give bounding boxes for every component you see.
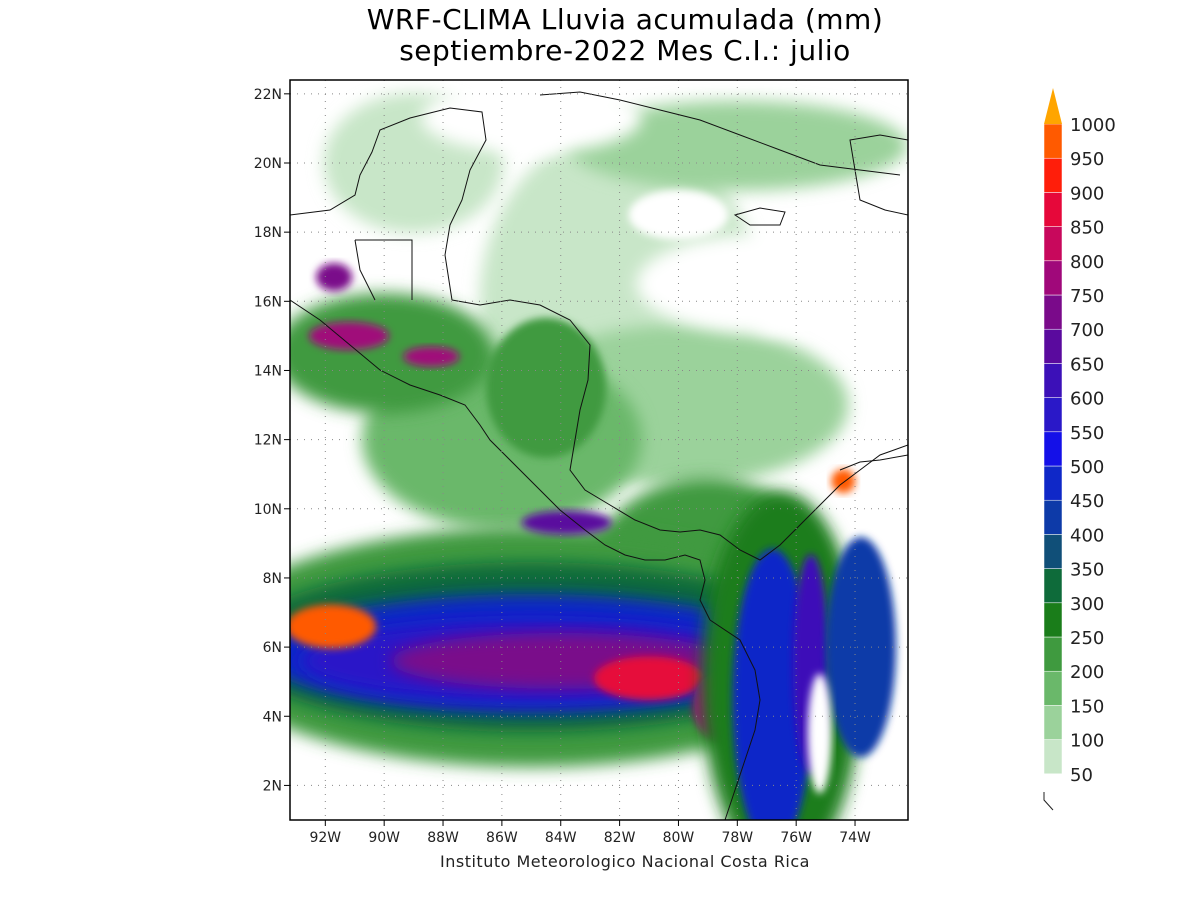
chart-title-line1: WRF-CLIMA Lluvia acumulada (mm) — [366, 3, 884, 36]
coastlines — [290, 91, 908, 820]
x-tick-label: 90W — [368, 830, 400, 846]
y-tick-label: 4N — [263, 709, 282, 725]
colorbar-box — [1043, 431, 1063, 467]
coastline-venezuela — [839, 454, 908, 471]
colorbar-label: 350 — [1070, 560, 1104, 581]
x-tick-label: 82W — [604, 830, 636, 846]
colorbar-label: 550 — [1070, 423, 1104, 444]
colorbar-extend-arrow — [1044, 88, 1062, 124]
plot-frame — [289, 79, 909, 821]
rain-blob — [594, 656, 704, 701]
colorbar-label: 250 — [1070, 628, 1104, 649]
colorbar-label: 500 — [1070, 457, 1104, 478]
border-mexico-guatemala — [354, 239, 413, 301]
y-tick-label: 10N — [254, 502, 282, 518]
colorbar-box — [1043, 499, 1063, 535]
colorbar-box — [1043, 636, 1063, 672]
colorbar-box — [1043, 568, 1063, 604]
colorbar-label: 100 — [1070, 731, 1104, 752]
rain-blob — [308, 321, 389, 350]
rain-blob — [807, 673, 832, 794]
colorbar-box — [1043, 705, 1063, 740]
colorbar-box — [1043, 670, 1063, 706]
colorbar-box — [1043, 157, 1063, 193]
graticule — [290, 80, 908, 820]
colorbar-label: 400 — [1070, 525, 1104, 546]
coastline-colombia-pacific — [709, 619, 761, 820]
x-axis-ticks: 92W 90W 88W 86W 84W 82W 80W 78W 76W 74W — [309, 820, 871, 846]
y-tick-label: 22N — [254, 87, 282, 103]
colorbar-label: 950 — [1070, 149, 1104, 170]
y-tick-label: 20N — [254, 156, 282, 172]
coastline-cuba — [539, 91, 901, 176]
colorbar-box — [1043, 260, 1063, 296]
colorbar-box — [1043, 534, 1063, 569]
y-tick-label: 18N — [254, 225, 282, 241]
y-tick-label: 6N — [263, 640, 282, 656]
colorbar-boxes — [1043, 123, 1063, 775]
colorbar-box — [1043, 739, 1063, 775]
rain-blob — [403, 346, 460, 367]
colorbar-label: 200 — [1070, 662, 1104, 683]
colorbar-label: 700 — [1070, 320, 1104, 341]
colorbar-label: 650 — [1070, 354, 1104, 375]
colorbar-label: 150 — [1070, 696, 1104, 717]
rain-blob — [316, 263, 353, 292]
colorbar-labels: 50 100 150 200 250 300 350 400 450 500 550 600 650 70… — [1070, 115, 1116, 786]
colorbar-label: 600 — [1070, 389, 1104, 410]
x-tick-label: 84W — [545, 830, 577, 846]
x-tick-label: 86W — [486, 830, 518, 846]
y-tick-label: 14N — [254, 363, 282, 379]
colorbar-box — [1043, 294, 1063, 330]
credit-footer: Instituto Meteorologico Nacional Costa R… — [440, 852, 810, 871]
colorbar-label: 300 — [1070, 594, 1104, 615]
colorbar-box — [1043, 123, 1063, 159]
colorbar-box — [1043, 192, 1063, 227]
rain-blob — [421, 83, 642, 153]
rain-blob — [636, 234, 897, 334]
colorbar-box — [1043, 465, 1063, 501]
coastline-yucatan — [290, 107, 487, 301]
colorbar-label: 900 — [1070, 183, 1104, 204]
x-tick-label: 78W — [721, 830, 753, 846]
chart-title-line2: septiembre-2022 Mes C.I.: julio — [399, 34, 851, 67]
colorbar-label: 800 — [1070, 252, 1104, 273]
rain-blob — [628, 189, 729, 240]
rain-blob — [567, 100, 908, 191]
y-tick-label: 12N — [254, 433, 282, 449]
colorbar-label: 1000 — [1070, 115, 1116, 136]
colorbar-lower-extend — [1043, 792, 1054, 811]
rain-blob — [732, 549, 813, 820]
x-tick-label: 88W — [427, 830, 459, 846]
y-tick-label: 8N — [263, 571, 282, 587]
colorbar-box — [1043, 602, 1063, 638]
x-tick-label: 80W — [663, 830, 695, 846]
coastline-caribbean-central-america — [451, 299, 908, 561]
colorbar-box — [1043, 328, 1063, 364]
coastline-jamaica — [733, 207, 786, 226]
colorbar-box — [1043, 397, 1063, 433]
rain-blob — [290, 604, 377, 649]
colorbar-label: 50 — [1070, 765, 1093, 786]
y-tick-label: 16N — [254, 294, 282, 310]
rain-blob — [825, 537, 896, 758]
y-tick-label: 2N — [263, 778, 282, 794]
rain-blob — [521, 510, 612, 535]
colorbar-box — [1043, 226, 1063, 262]
colorbar-label: 450 — [1070, 491, 1104, 512]
y-axis-ticks: 2N 4N 6N 8N 10N 12N 14N 16N 18N 20N 22N — [254, 87, 290, 794]
colorbar-box — [1043, 363, 1063, 398]
x-tick-label: 74W — [839, 830, 871, 846]
colorbar-label: 750 — [1070, 286, 1104, 307]
rain-blob — [486, 317, 606, 458]
coastline-pacific-central-america — [290, 299, 711, 621]
rain-field — [290, 83, 908, 820]
x-tick-label: 92W — [309, 830, 341, 846]
colorbar-label: 850 — [1070, 218, 1104, 239]
coastline-hispaniola — [849, 134, 908, 216]
x-tick-label: 76W — [780, 830, 812, 846]
